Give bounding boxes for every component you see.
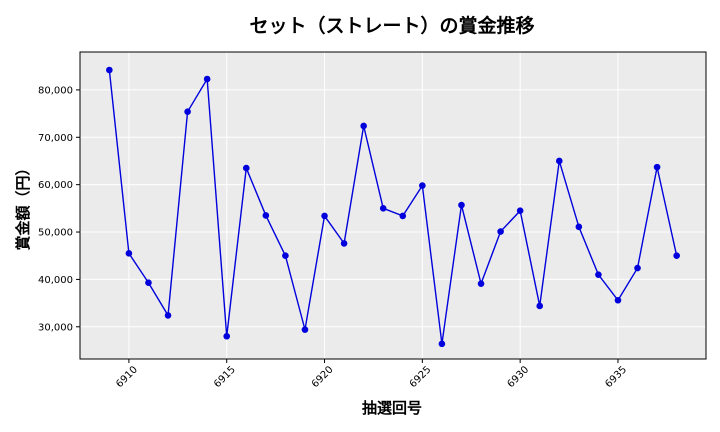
x-tick-label: 6915: [212, 364, 238, 390]
data-point: [399, 212, 407, 220]
x-axis: 6910 6915 6920 6925 6930 6935: [114, 359, 629, 390]
data-point: [125, 250, 133, 257]
data-point: [516, 207, 524, 215]
data-point: [164, 312, 172, 319]
data-point: [223, 332, 231, 340]
grid-lines: [80, 52, 706, 359]
plot-area: [79, 51, 707, 360]
x-tick-label: 6925: [408, 364, 434, 390]
data-point: [477, 280, 485, 287]
y-tick-label: 30,000: [38, 322, 73, 333]
data-point: [634, 264, 641, 272]
data-point: [458, 201, 465, 209]
data-point: [419, 182, 426, 189]
chart-title: セット（ストレート）の賞金推移: [249, 14, 534, 37]
data-point: [301, 326, 309, 333]
x-axis-label: 抽選回号: [362, 399, 422, 417]
plot-area: [79, 51, 707, 360]
y-tick-label: 40,000: [38, 275, 73, 286]
data-point: [184, 108, 191, 115]
x-tick-label: 6920: [310, 364, 336, 390]
data-point: [282, 252, 289, 260]
y-tick-label: 60,000: [38, 180, 73, 191]
data-point: [575, 223, 583, 231]
data-point: [360, 122, 367, 130]
data-point: [379, 205, 387, 212]
data-point: [321, 212, 328, 220]
data-point: [536, 302, 544, 310]
x-tick-label: 6930: [506, 364, 532, 390]
data-point: [145, 279, 152, 287]
data-point: [653, 163, 661, 171]
x-tick-label: 6935: [603, 364, 629, 390]
y-tick-label: 50,000: [38, 228, 73, 239]
data-point: [242, 164, 250, 172]
data-point: [262, 212, 270, 219]
data-point: [438, 340, 446, 348]
data-point: [340, 240, 348, 247]
y-axis-label: 賞金額（円）: [14, 160, 32, 250]
y-axis: 30,000 40,000 50,000 60,000 70,000 80,000: [38, 85, 80, 333]
y-tick-label: 70,000: [38, 133, 73, 144]
y-tick-label: 80,000: [38, 85, 73, 96]
data-point: [106, 66, 113, 74]
data-point: [595, 271, 602, 278]
series-layer: [106, 66, 680, 348]
data-point: [555, 157, 563, 165]
data-point: [673, 252, 680, 260]
data-point: [203, 75, 211, 83]
x-tick-label: 6910: [114, 364, 140, 390]
series-line: [108, 69, 678, 344]
data-point: [614, 296, 622, 304]
data-point: [497, 228, 504, 235]
